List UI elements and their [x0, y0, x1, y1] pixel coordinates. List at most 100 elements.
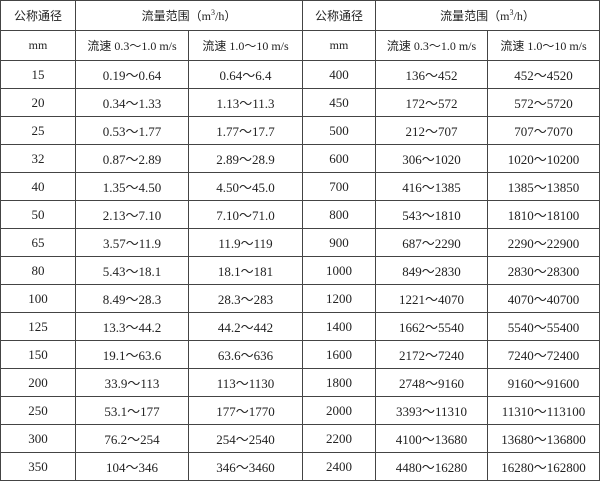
cell-diameter-right: 600	[302, 144, 376, 173]
cell-flow-low-right: 172～572	[375, 88, 488, 117]
cell-diameter: 80	[0, 256, 76, 285]
cell-flow-high: 0.64～6.4	[188, 60, 303, 89]
cell-flow-high-right: 452～4520	[487, 60, 600, 89]
cell-diameter: 250	[0, 396, 76, 425]
cell-diameter: 125	[0, 312, 76, 341]
cell-flow-high: 1.77～17.7	[188, 116, 303, 145]
cell-diameter-right: 1600	[302, 340, 376, 369]
cell-flow-low-right: 136～452	[375, 60, 488, 89]
cell-flow-low: 19.1～63.6	[75, 340, 189, 369]
cell-flow-low-right: 1221～4070	[375, 284, 488, 313]
header-flow-range-right: 流量范围（m3/h）	[375, 0, 600, 31]
subheader-high-speed-right: 流速 1.0～10 m/s	[487, 30, 600, 61]
cell-flow-high: 1.13～11.3	[188, 88, 303, 117]
cell-flow-high-right: 707～7070	[487, 116, 600, 145]
cell-flow-high: 7.10～71.0	[188, 200, 303, 229]
cell-flow-high-right: 2290～22900	[487, 228, 600, 257]
cell-flow-low: 1.35～4.50	[75, 172, 189, 201]
cell-diameter: 25	[0, 116, 76, 145]
cell-diameter: 40	[0, 172, 76, 201]
cell-flow-low: 0.53～1.77	[75, 116, 189, 145]
cell-flow-high-right: 2830～28300	[487, 256, 600, 285]
cell-flow-high: 63.6～636	[188, 340, 303, 369]
table-row: 150 19.1～63.6 63.6～636 1600 2172～7240 7240～72…	[0, 340, 600, 369]
header-nominal-diameter: 公称通径	[0, 0, 76, 31]
cell-flow-high: 4.50～45.0	[188, 172, 303, 201]
cell-flow-low-right: 4100～13680	[375, 424, 488, 453]
cell-flow-low-right: 212～707	[375, 116, 488, 145]
cell-flow-high-right: 4070～40700	[487, 284, 600, 313]
cell-diameter-right: 1400	[302, 312, 376, 341]
table-row: 125 13.3～44.2 44.2～442 1400 1662～5540 5540～55…	[0, 312, 600, 341]
table-row: 80 5.43～18.1 18.1～181 1000 849～2830 2830～2830…	[0, 256, 600, 285]
cell-diameter: 32	[0, 144, 76, 173]
table-row: 40 1.35～4.50 4.50～45.0 700 416～1385 1385～1385…	[0, 172, 600, 201]
cell-flow-low: 3.57～11.9	[75, 228, 189, 257]
table-row: 65 3.57～11.9 11.9～119 900 687～2290 2290～22900	[0, 228, 600, 257]
cell-diameter: 20	[0, 88, 76, 117]
cell-flow-high: 44.2～442	[188, 312, 303, 341]
cell-flow-low-right: 2748～9160	[375, 368, 488, 397]
cell-flow-low-right: 4480～16280	[375, 452, 488, 481]
cell-diameter-right: 400	[302, 60, 376, 89]
cell-flow-high: 11.9～119	[188, 228, 303, 257]
header-nominal-diameter-right: 公称通径	[302, 0, 376, 31]
cell-diameter-right: 1800	[302, 368, 376, 397]
cell-flow-low: 0.19～0.64	[75, 60, 189, 89]
cell-diameter-right: 900	[302, 228, 376, 257]
cell-flow-high: 177～1770	[188, 396, 303, 425]
cell-flow-low-right: 687～2290	[375, 228, 488, 257]
cell-flow-low-right: 3393～11310	[375, 396, 488, 425]
cell-flow-low-right: 849～2830	[375, 256, 488, 285]
cell-diameter-right: 2000	[302, 396, 376, 425]
cell-flow-high-right: 1020～10200	[487, 144, 600, 173]
cell-diameter: 350	[0, 452, 76, 481]
table-row: 50 2.13～7.10 7.10～71.0 800 543～1810 1810～1810…	[0, 200, 600, 229]
cell-diameter: 300	[0, 424, 76, 453]
table-row: 200 33.9～113 113～1130 1800 2748～9160 9160～916…	[0, 368, 600, 397]
cell-diameter-right: 2200	[302, 424, 376, 453]
header-flow-range: 流量范围（m3/h）	[75, 0, 303, 31]
cell-flow-low: 104～346	[75, 452, 189, 481]
table-row: 20 0.34～1.33 1.13～11.3 450 172～572 572～5720	[0, 88, 600, 117]
cell-diameter-right: 1000	[302, 256, 376, 285]
header-row: 公称通径 流量范围（m3/h） 公称通径 流量范围（m3/h）	[0, 0, 600, 31]
cell-flow-high: 2.89～28.9	[188, 144, 303, 173]
cell-flow-low-right: 306～1020	[375, 144, 488, 173]
cell-flow-high: 18.1～181	[188, 256, 303, 285]
table-row: 350 104～346 346～3460 2400 4480～16280 16280～16…	[0, 452, 600, 481]
cell-flow-low: 13.3～44.2	[75, 312, 189, 341]
unit-mm-right: mm	[302, 30, 376, 61]
cell-flow-high: 28.3～283	[188, 284, 303, 313]
table-row: 250 53.1～177 177～1770 2000 3393～11310 11310～1…	[0, 396, 600, 425]
subheader-row: mm 流速 0.3～1.0 m/s 流速 1.0～10 m/s mm 流速 0.…	[0, 30, 600, 61]
cell-flow-high-right: 7240～72400	[487, 340, 600, 369]
cell-flow-low-right: 543～1810	[375, 200, 488, 229]
cell-flow-low: 0.87～2.89	[75, 144, 189, 173]
cell-flow-high-right: 16280～162800	[487, 452, 600, 481]
table-row: 15 0.19～0.64 0.64～6.4 400 136～452 452～4520	[0, 60, 600, 89]
cell-flow-low: 2.13～7.10	[75, 200, 189, 229]
cell-diameter-right: 1200	[302, 284, 376, 313]
subheader-high-speed: 流速 1.0～10 m/s	[188, 30, 303, 61]
cell-flow-low: 0.34～1.33	[75, 88, 189, 117]
subheader-low-speed-right: 流速 0.3～1.0 m/s	[375, 30, 488, 61]
cell-flow-high-right: 1810～18100	[487, 200, 600, 229]
cell-flow-low: 8.49～28.3	[75, 284, 189, 313]
cell-diameter: 50	[0, 200, 76, 229]
cell-flow-high: 254～2540	[188, 424, 303, 453]
cell-diameter-right: 500	[302, 116, 376, 145]
cell-diameter-right: 700	[302, 172, 376, 201]
cell-flow-low: 5.43～18.1	[75, 256, 189, 285]
unit-mm: mm	[0, 30, 76, 61]
table-row: 32 0.87～2.89 2.89～28.9 600 306～1020 1020～1020…	[0, 144, 600, 173]
cell-flow-low: 33.9～113	[75, 368, 189, 397]
table-row: 100 8.49～28.3 28.3～283 1200 1221～4070 4070～40…	[0, 284, 600, 313]
cell-flow-high-right: 1385～13850	[487, 172, 600, 201]
cell-flow-low: 53.1～177	[75, 396, 189, 425]
cell-diameter-right: 450	[302, 88, 376, 117]
cell-flow-low-right: 2172～7240	[375, 340, 488, 369]
cell-flow-high-right: 13680～136800	[487, 424, 600, 453]
cell-diameter-right: 800	[302, 200, 376, 229]
